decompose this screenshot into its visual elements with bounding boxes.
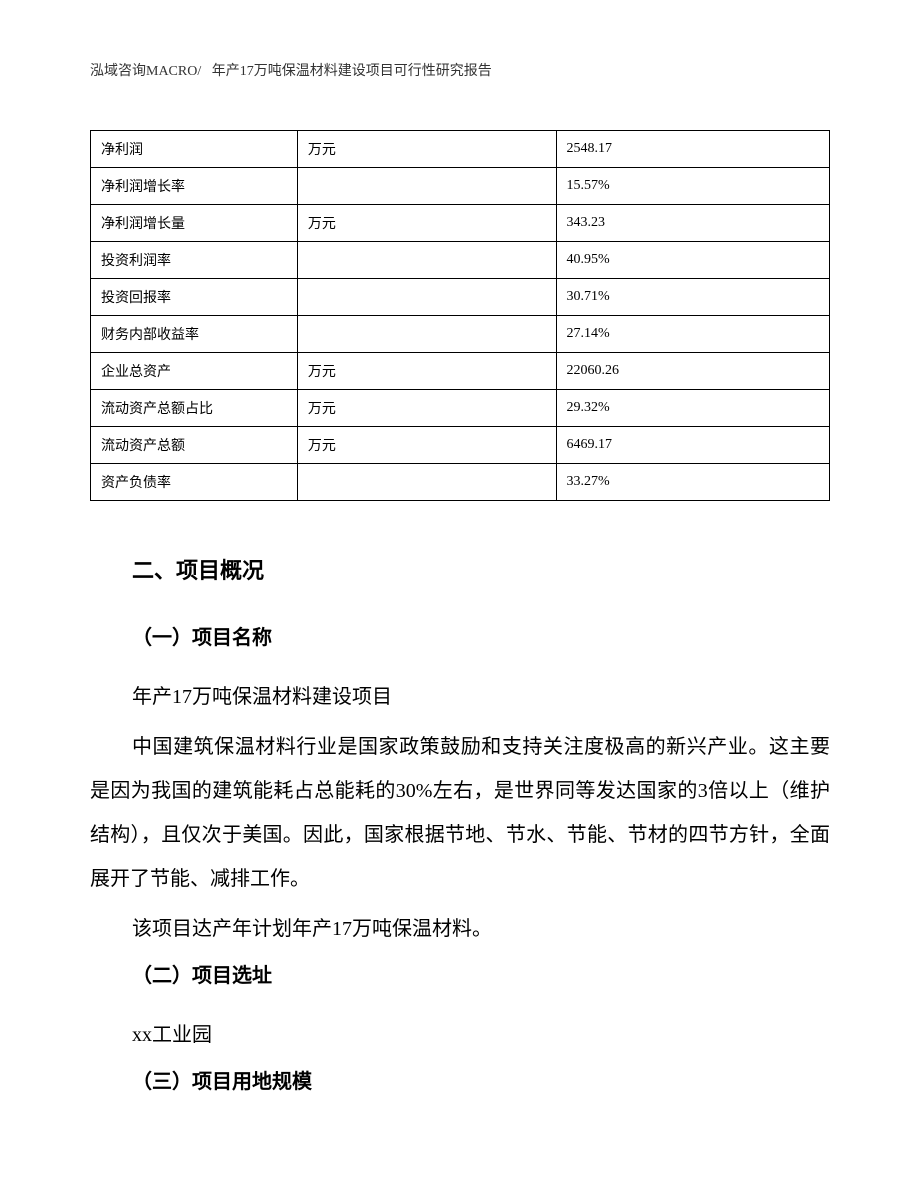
subsection-project-location: （二）项目选址 (132, 957, 830, 995)
row-value: 40.95% (556, 242, 829, 279)
subsection-land-scale: （三）项目用地规模 (132, 1063, 830, 1101)
header-left: 泓域咨询MACRO/ (90, 64, 201, 79)
row-unit (297, 242, 556, 279)
row-unit: 万元 (297, 427, 556, 464)
table-row: 流动资产总额占比 万元 29.32% (91, 390, 830, 427)
table-row: 投资利润率 40.95% (91, 242, 830, 279)
row-value: 33.27% (556, 464, 829, 501)
row-unit: 万元 (297, 353, 556, 390)
table-row: 投资回报率 30.71% (91, 279, 830, 316)
header-right: 年产17万吨保温材料建设项目可行性研究报告 (212, 64, 492, 79)
row-value: 29.32% (556, 390, 829, 427)
section-heading-overview: 二、项目概况 (132, 551, 830, 591)
subsection-project-name: （一）项目名称 (132, 619, 830, 657)
row-label: 资产负债率 (91, 464, 298, 501)
table-row: 净利润 万元 2548.17 (91, 131, 830, 168)
row-label: 净利润增长量 (91, 205, 298, 242)
table-row: 净利润增长量 万元 343.23 (91, 205, 830, 242)
row-value: 6469.17 (556, 427, 829, 464)
row-label: 流动资产总额占比 (91, 390, 298, 427)
row-label: 投资利润率 (91, 242, 298, 279)
row-label: 净利润 (91, 131, 298, 168)
row-unit (297, 464, 556, 501)
row-label: 投资回报率 (91, 279, 298, 316)
row-unit (297, 316, 556, 353)
row-value: 22060.26 (556, 353, 829, 390)
table-row: 流动资产总额 万元 6469.17 (91, 427, 830, 464)
page-header: 泓域咨询MACRO/ 年产17万吨保温材料建设项目可行性研究报告 (90, 60, 830, 80)
project-name-text: 年产17万吨保温材料建设项目 (90, 675, 830, 719)
row-unit (297, 168, 556, 205)
row-value: 343.23 (556, 205, 829, 242)
row-unit: 万元 (297, 131, 556, 168)
row-value: 30.71% (556, 279, 829, 316)
table-row: 企业总资产 万元 22060.26 (91, 353, 830, 390)
row-value: 27.14% (556, 316, 829, 353)
row-unit: 万元 (297, 205, 556, 242)
row-value: 15.57% (556, 168, 829, 205)
row-value: 2548.17 (556, 131, 829, 168)
row-unit (297, 279, 556, 316)
row-unit: 万元 (297, 390, 556, 427)
table-row: 净利润增长率 15.57% (91, 168, 830, 205)
row-label: 流动资产总额 (91, 427, 298, 464)
row-label: 净利润增长率 (91, 168, 298, 205)
table-row: 财务内部收益率 27.14% (91, 316, 830, 353)
row-label: 财务内部收益率 (91, 316, 298, 353)
financial-table: 净利润 万元 2548.17 净利润增长率 15.57% 净利润增长量 万元 3… (90, 130, 830, 501)
project-location-text: xx工业园 (90, 1013, 830, 1057)
table-row: 资产负债率 33.27% (91, 464, 830, 501)
project-description-paragraph: 中国建筑保温材料行业是国家政策鼓励和支持关注度极高的新兴产业。这主要是因为我国的… (90, 725, 830, 901)
project-capacity-text: 该项目达产年计划年产17万吨保温材料。 (90, 907, 830, 951)
row-label: 企业总资产 (91, 353, 298, 390)
document-page: 泓域咨询MACRO/ 年产17万吨保温材料建设项目可行性研究报告 净利润 万元 … (0, 0, 920, 1191)
